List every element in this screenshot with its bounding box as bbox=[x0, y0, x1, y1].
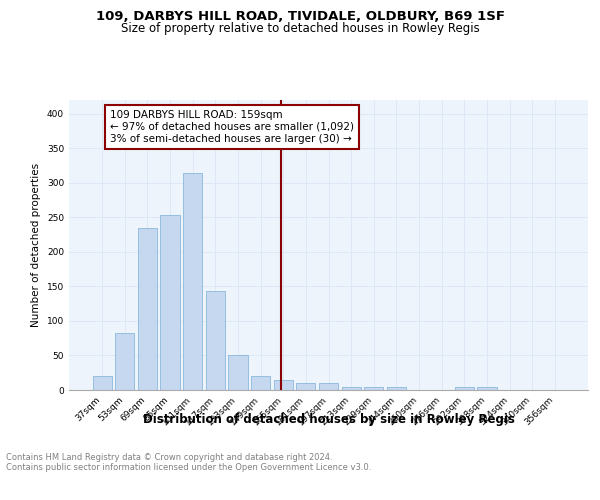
Text: Distribution of detached houses by size in Rowley Regis: Distribution of detached houses by size … bbox=[143, 412, 515, 426]
Bar bbox=[160, 216, 180, 390]
Bar bbox=[455, 386, 474, 390]
Bar bbox=[364, 386, 383, 390]
Bar bbox=[341, 386, 361, 390]
Bar bbox=[229, 356, 248, 390]
Bar bbox=[92, 376, 112, 390]
Text: 109, DARBYS HILL ROAD, TIVIDALE, OLDBURY, B69 1SF: 109, DARBYS HILL ROAD, TIVIDALE, OLDBURY… bbox=[95, 10, 505, 23]
Bar bbox=[115, 332, 134, 390]
Bar bbox=[319, 383, 338, 390]
Bar bbox=[274, 380, 293, 390]
Text: Size of property relative to detached houses in Rowley Regis: Size of property relative to detached ho… bbox=[121, 22, 479, 35]
Bar bbox=[296, 383, 316, 390]
Bar bbox=[387, 386, 406, 390]
Bar bbox=[251, 376, 270, 390]
Bar bbox=[138, 228, 157, 390]
Bar bbox=[183, 172, 202, 390]
Text: 109 DARBYS HILL ROAD: 159sqm
← 97% of detached houses are smaller (1,092)
3% of : 109 DARBYS HILL ROAD: 159sqm ← 97% of de… bbox=[110, 110, 354, 144]
Y-axis label: Number of detached properties: Number of detached properties bbox=[31, 163, 41, 327]
Bar bbox=[206, 292, 225, 390]
Bar bbox=[477, 386, 497, 390]
Text: Contains HM Land Registry data © Crown copyright and database right 2024.
Contai: Contains HM Land Registry data © Crown c… bbox=[6, 452, 371, 472]
